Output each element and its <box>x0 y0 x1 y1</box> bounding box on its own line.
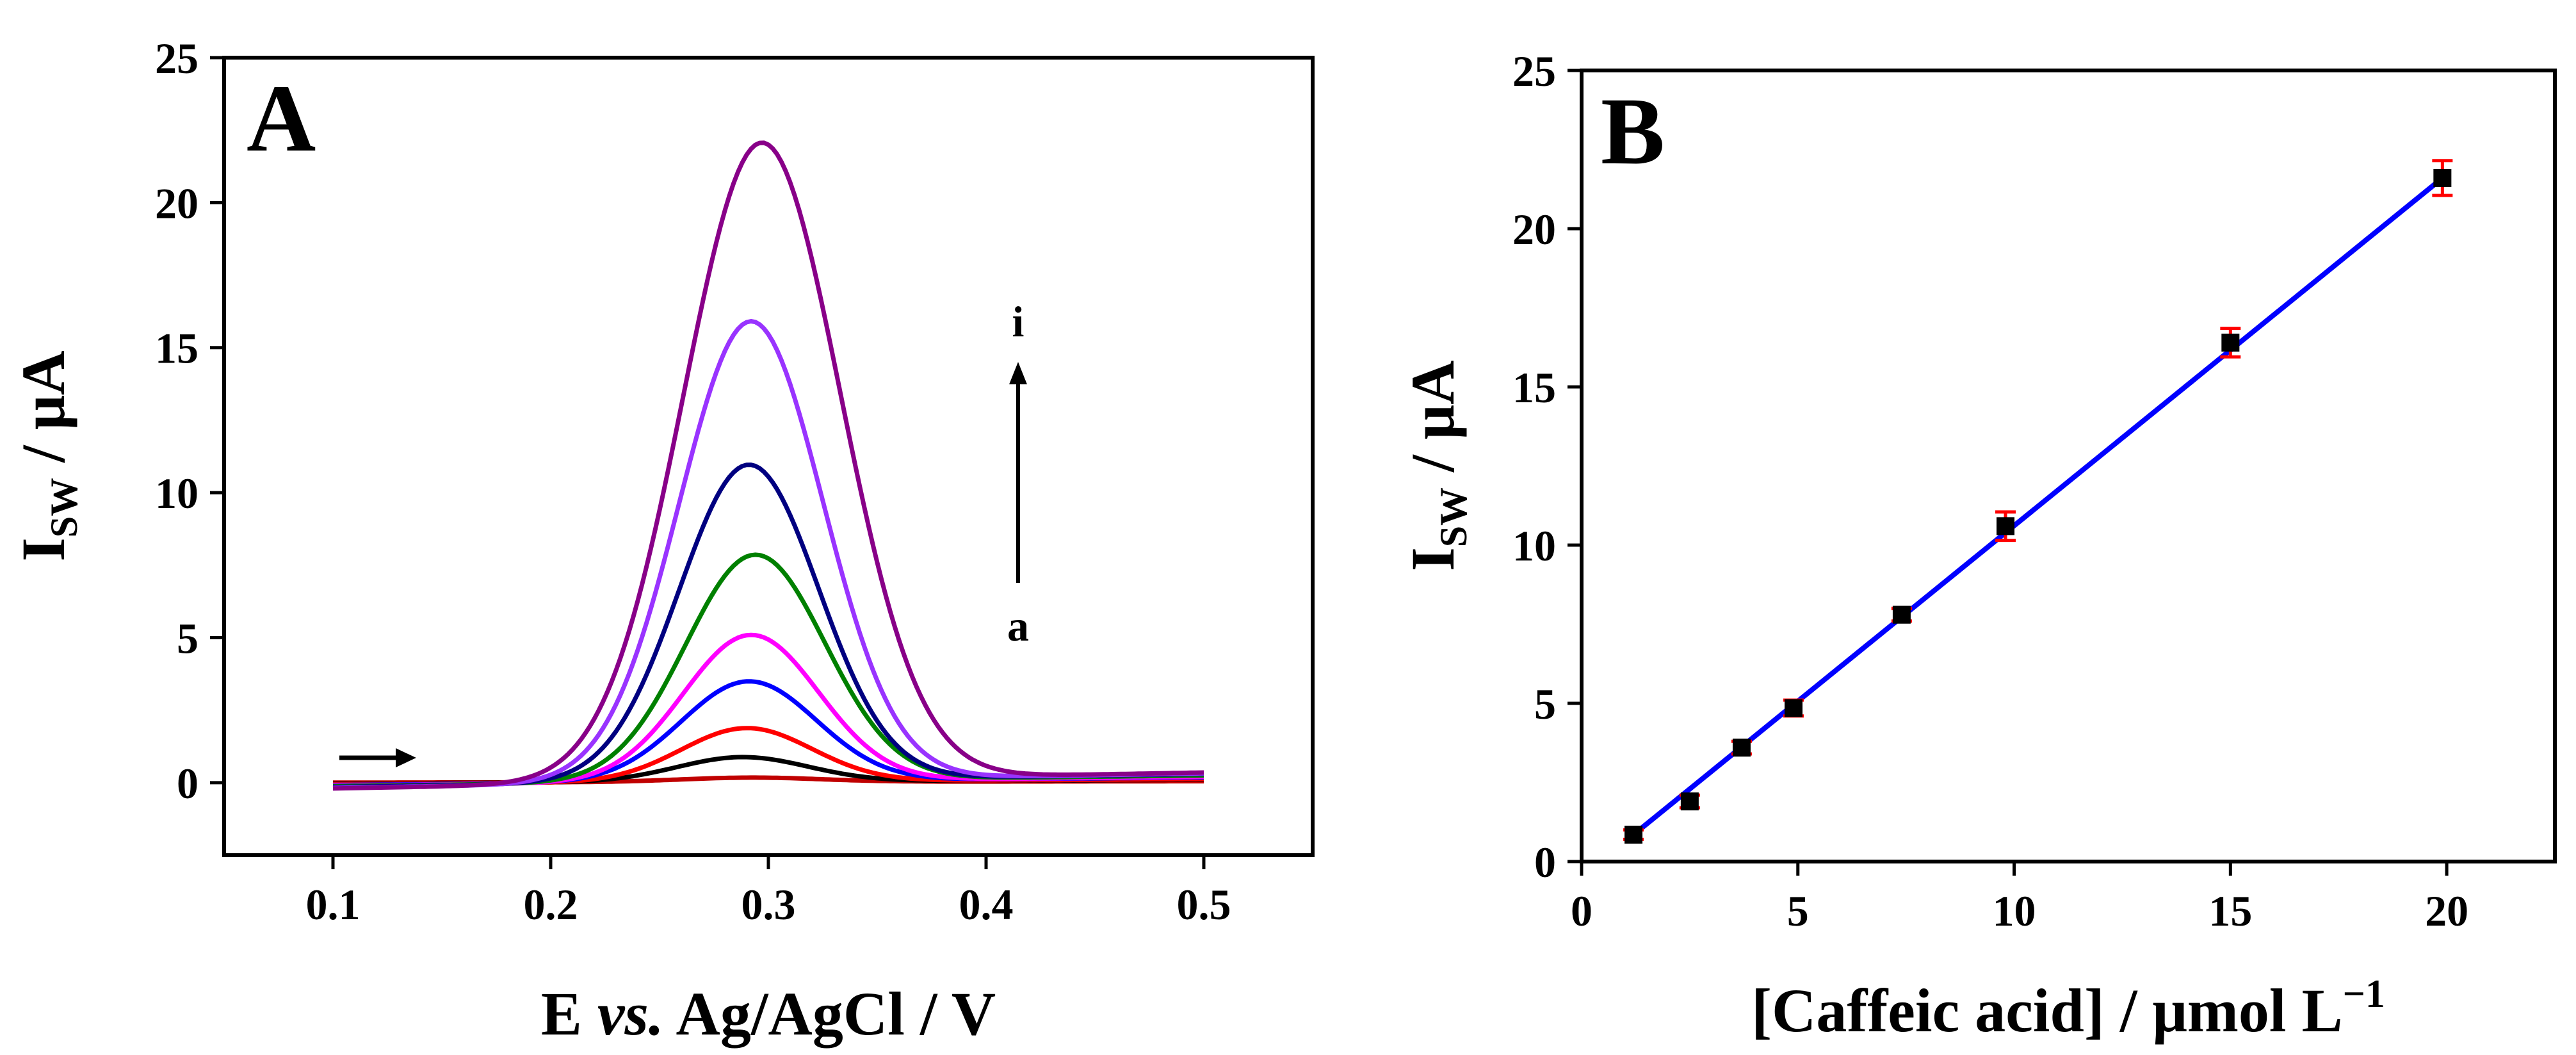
data-marker <box>2221 333 2240 352</box>
panel-a-plot-frame <box>222 56 1315 857</box>
data-point-3 <box>1731 739 1752 757</box>
curve-label-a: a <box>1007 601 1029 650</box>
data-point-6 <box>1995 510 2016 543</box>
panel-b-x-tick-label: 0 <box>1571 887 1592 935</box>
voltammogram-g <box>332 462 1204 790</box>
data-point-5 <box>1891 605 1912 624</box>
panel-a-y-tick-label: 20 <box>155 179 198 227</box>
panel-a-y-axis-title: ISW / μA <box>9 350 85 561</box>
panel-b-plot-frame <box>1580 69 2557 863</box>
data-point-7 <box>2220 327 2241 359</box>
panel-a-ticks: 0.1 0.2 0.3 0.4 0.5 0 5 10 15 20 25 <box>155 34 1231 929</box>
data-marker <box>1997 517 2015 536</box>
panel-a-curves <box>332 140 1204 791</box>
curve-label-i: i <box>1012 297 1025 346</box>
panel-a-x-axis-title: E vs. Ag/AgCl / V <box>541 979 996 1048</box>
panel-b-y-tick-label: 15 <box>1512 363 1556 412</box>
data-marker <box>1680 792 1699 811</box>
panel-b-y-tick-label: 5 <box>1534 680 1556 728</box>
panel-a-x-tick-label: 0.3 <box>741 880 796 929</box>
panel-a-y-tick-label: 25 <box>155 34 198 83</box>
voltammogram-e <box>333 632 1204 788</box>
data-marker <box>1892 605 1911 624</box>
data-marker <box>1624 826 1643 844</box>
panel-b-x-tick-label: 5 <box>1787 887 1809 935</box>
panel-b-letter: B <box>1601 78 1665 184</box>
panel-a-voltammograms: 0.1 0.2 0.3 0.4 0.5 0 5 10 15 20 25 A i a E vs. Ag… <box>9 34 1315 1048</box>
panel-b-data-points <box>1623 159 2453 844</box>
panel-a-y-tick-label: 15 <box>155 324 198 373</box>
panel-b-x-tick-label: 15 <box>2208 887 2252 935</box>
panel-b-fit-line <box>1632 176 2444 837</box>
increasing-concentration-arrow <box>1009 362 1027 583</box>
data-marker <box>1732 739 1751 757</box>
panel-b-ticks: 0 5 10 15 20 0 5 10 15 20 25 <box>1512 47 2468 935</box>
linear-fit-line <box>1632 176 2444 837</box>
data-point-8 <box>2432 159 2453 197</box>
voltammogram-h <box>332 319 1204 790</box>
data-point-4 <box>1783 698 1804 718</box>
panel-a-x-tick-label: 0.5 <box>1177 880 1231 929</box>
panel-a-x-tick-label: 0.2 <box>524 880 578 929</box>
data-marker <box>1785 699 1803 717</box>
panel-a-x-tick-label: 0.1 <box>306 880 360 929</box>
panel-b-x-axis-title: [Caffeic acid] / μmol L−1 <box>1751 972 2385 1045</box>
panel-b-x-tick-label: 20 <box>2425 887 2468 935</box>
panel-a-letter: A <box>247 65 316 172</box>
panel-b-y-tick-label: 20 <box>1512 205 1556 254</box>
panel-a-x-tick-label: 0.4 <box>959 880 1014 929</box>
panel-b-y-axis-title: ISW / μA <box>1398 360 1475 571</box>
voltammogram-f <box>332 552 1204 789</box>
scan-direction-arrow <box>339 748 416 767</box>
panel-b-calibration: 0 5 10 15 20 0 5 10 15 20 25 B [Caffeic acid] / μm… <box>1398 47 2557 1045</box>
panel-b-y-tick-label: 10 <box>1512 521 1556 570</box>
data-point-2 <box>1679 792 1700 811</box>
panel-b-y-tick-label: 0 <box>1534 838 1556 887</box>
panel-a-y-tick-label: 10 <box>155 469 198 518</box>
data-marker <box>2433 168 2452 187</box>
panel-a-y-tick-label: 5 <box>177 614 198 662</box>
panel-a-y-tick-label: 0 <box>177 759 198 808</box>
voltammogram-i <box>332 140 1204 791</box>
panel-b-y-tick-label: 25 <box>1512 47 1556 95</box>
panel-b-x-tick-label: 10 <box>1993 887 2036 935</box>
data-point-1 <box>1623 826 1644 844</box>
